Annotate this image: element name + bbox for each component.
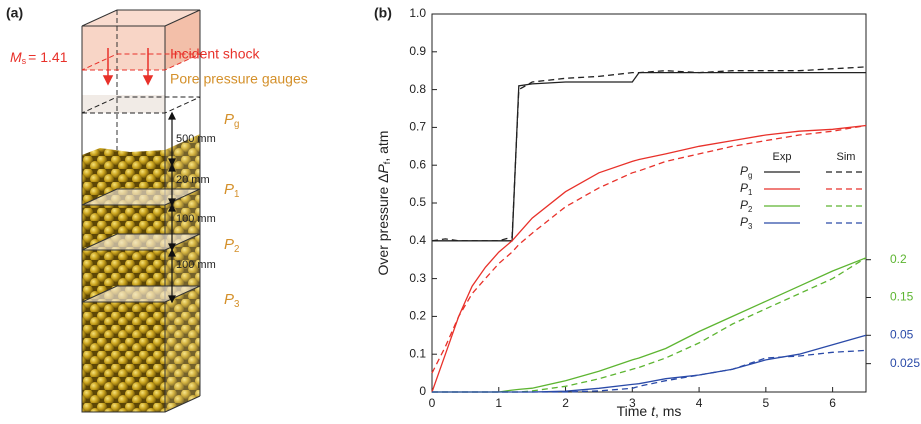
y-tick-label: 0.8	[409, 82, 426, 96]
series-line	[432, 257, 867, 393]
shock-region-top	[82, 10, 200, 26]
dimension-arrows	[168, 111, 176, 304]
y-tick-label: 0.7	[409, 120, 426, 134]
y-tick-label: 0.5	[409, 195, 426, 209]
y-tick-label: 1.0	[409, 6, 426, 20]
mach-symbol: M	[10, 49, 22, 65]
particles-side	[165, 134, 200, 412]
gauge-region	[82, 95, 165, 113]
legend-label: Pg	[740, 164, 752, 180]
subscript: g	[748, 171, 752, 180]
right-tick-label: 0.025	[890, 356, 920, 370]
y-tick-label: 0.4	[409, 233, 426, 247]
label-text: , atm	[375, 131, 391, 162]
subscript: 1	[748, 188, 752, 197]
x-tick-label: 4	[696, 396, 703, 410]
y-tick-label: 0.2	[409, 309, 426, 323]
y-tick-label: 0	[419, 384, 426, 398]
label-text: Time	[617, 403, 651, 419]
legend-header: Exp	[773, 151, 792, 163]
particles-front	[82, 148, 165, 412]
x-tick-label: 3	[629, 396, 636, 410]
mach-value: = 1.41	[28, 49, 68, 65]
subscript: 2	[234, 244, 239, 255]
symbol: P	[740, 215, 748, 229]
column-edge	[164, 395, 201, 413]
series-line	[432, 71, 866, 242]
shock-arrows	[102, 48, 154, 86]
panel-label: (b)	[374, 5, 392, 21]
symbol: P	[740, 181, 748, 195]
series-line	[432, 349, 867, 393]
gauge-label: P3	[224, 291, 239, 310]
symbol: P	[740, 164, 748, 178]
subscript: 3	[234, 299, 239, 310]
symbol: P	[224, 291, 234, 308]
shock-plane	[81, 53, 201, 71]
legend-label: P1	[740, 181, 752, 197]
legend-label: P2	[740, 198, 752, 214]
series-line	[432, 257, 867, 393]
column-edges	[81, 9, 201, 413]
right-tick-label: 0.2	[890, 252, 907, 266]
x-tick-label: 6	[829, 396, 836, 410]
mach-number: Ms = 1.41	[10, 49, 68, 67]
x-tick-label: 0	[429, 396, 436, 410]
series-line	[431, 66, 867, 242]
gauge-plane-g	[81, 96, 201, 114]
gauge-label: P1	[224, 181, 239, 200]
shock-region-side	[165, 10, 200, 70]
shock-region-front	[82, 26, 165, 70]
symbol: P	[224, 111, 234, 128]
label-symbol: P	[375, 164, 391, 174]
legend-header: Sim	[837, 151, 856, 163]
label-text: , ms	[655, 403, 681, 419]
y-tick-label: 0.1	[409, 346, 426, 360]
symbol: P	[224, 181, 234, 198]
right-tick-label: 0.15	[890, 290, 914, 304]
distance-label: 500 mm	[176, 133, 216, 145]
y-tick-label: 0.9	[409, 44, 426, 58]
y-axis-label: Over pressure ΔPf, atm	[375, 131, 393, 276]
x-tick-label: 2	[562, 396, 569, 410]
series-line	[431, 124, 867, 374]
label-sub: f	[382, 161, 392, 164]
gauge-label: P2	[224, 236, 239, 255]
series-line	[431, 124, 867, 393]
subscript: g	[234, 119, 239, 130]
subscript: 3	[748, 222, 752, 231]
chart: (b) 0 1 2 3 4 5 6 0 0.1 0.2 0.3 0.4 0.5 0.6 0.7 0.8 0.9 1.…	[374, 5, 920, 419]
subscript: 2	[748, 205, 752, 214]
mach-sub: s	[22, 56, 27, 66]
label-symbol: t	[651, 403, 656, 419]
x-tick-label: 5	[763, 396, 770, 410]
right-tick-label: 0.05	[890, 327, 914, 341]
incident-shock-label: Incident shock	[170, 46, 260, 62]
legend-label: P3	[740, 215, 752, 231]
distance-label: 20 mm	[176, 174, 210, 186]
y-tick-label: 0.3	[409, 271, 426, 285]
symbol: P	[224, 236, 234, 253]
distance-label: 100 mm	[176, 213, 216, 225]
symbol: P	[740, 198, 748, 212]
x-axis-label: Time t, ms	[617, 403, 682, 419]
x-tick-label: 1	[495, 396, 502, 410]
subscript: 1	[234, 189, 239, 200]
column-diagram	[81, 9, 201, 413]
panel-label: (a)	[6, 5, 23, 21]
y-tick-label: 0.6	[409, 157, 426, 171]
label-text: Over pressure Δ	[375, 174, 391, 276]
distance-label: 100 mm	[176, 259, 216, 271]
gauges-title: Pore pressure gauges	[170, 71, 308, 87]
gauge-label: Pg	[224, 111, 239, 130]
